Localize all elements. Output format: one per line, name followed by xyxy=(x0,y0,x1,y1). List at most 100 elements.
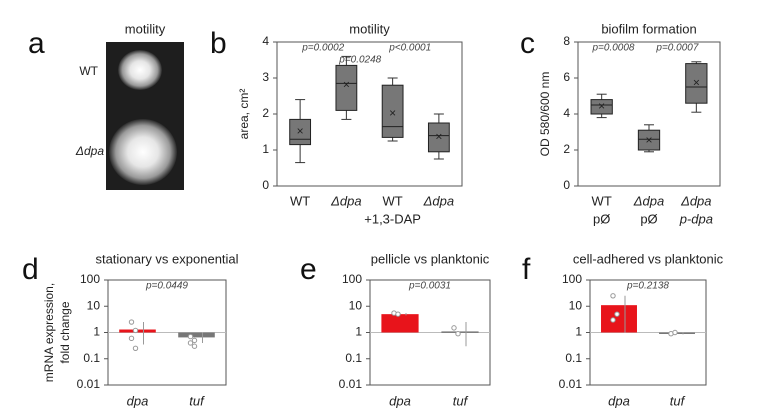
y-tick-label: 100 xyxy=(80,272,100,286)
data-point xyxy=(191,337,198,344)
data-point xyxy=(191,343,198,349)
data-point xyxy=(132,327,139,334)
colony xyxy=(109,119,177,185)
panel-letter: e xyxy=(300,253,317,286)
panel-letter: d xyxy=(22,253,39,286)
x-tick-label: Δdpa xyxy=(633,193,664,208)
x-tick-label: WT xyxy=(383,193,403,208)
data-point xyxy=(128,335,135,342)
bar xyxy=(178,332,215,338)
box xyxy=(590,99,613,115)
data-point xyxy=(614,311,620,317)
panel-letter: c xyxy=(520,27,535,60)
box xyxy=(381,84,404,138)
x-tick-label: tuf xyxy=(453,393,469,408)
x-tick-label: dpa xyxy=(389,393,411,408)
y-tick-label: 1 xyxy=(93,325,100,339)
y-axis-label: mRNA expression, xyxy=(42,283,56,382)
box xyxy=(685,63,708,104)
p-value: p=0.0031 xyxy=(408,281,451,292)
chart-title: stationary vs exponential xyxy=(95,251,238,266)
data-point xyxy=(128,319,135,325)
x-tick-label: +1,3-DAP xyxy=(364,211,421,226)
y-tick-label: 0.01 xyxy=(559,377,583,391)
y-tick-label: 4 xyxy=(563,106,570,120)
colony xyxy=(118,50,162,90)
panel-letter: a xyxy=(28,27,45,60)
panel-title: motility xyxy=(125,21,166,36)
y-tick-label: 8 xyxy=(563,34,570,48)
mean-marker: × xyxy=(389,106,396,120)
p-value: p=0.0449 xyxy=(145,281,188,292)
box xyxy=(427,122,450,153)
mean-marker: × xyxy=(693,76,700,90)
y-tick-label: 1 xyxy=(575,325,582,339)
p-value: p=0.0002 xyxy=(301,43,344,54)
data-point xyxy=(672,329,678,336)
y-tick-label: 0.1 xyxy=(345,351,362,365)
y-tick-label: 10 xyxy=(569,298,583,312)
chart-title: pellicle vs planktonic xyxy=(371,251,490,266)
bar xyxy=(381,314,419,333)
p-value: p=0.2138 xyxy=(626,281,669,292)
y-tick-label: 0 xyxy=(262,178,269,192)
mean-marker: × xyxy=(343,77,350,91)
x-tick-label: dpa xyxy=(127,393,149,408)
mean-marker: × xyxy=(598,99,605,113)
data-point xyxy=(610,317,616,323)
x-tick-label: pØ xyxy=(593,211,610,226)
y-tick-label: 100 xyxy=(342,272,362,286)
y-tick-label: 3 xyxy=(262,70,269,84)
y-tick-label: 2 xyxy=(563,142,570,156)
y-tick-label: 10 xyxy=(349,298,363,312)
y-tick-label: 100 xyxy=(562,272,582,286)
y-axis-label: fold change xyxy=(58,301,72,363)
x-tick-label: WT xyxy=(290,193,310,208)
data-point xyxy=(395,311,401,317)
y-tick-label: 6 xyxy=(563,70,570,84)
bar xyxy=(601,305,637,333)
y-tick-label: 0.01 xyxy=(339,377,363,391)
x-tick-label: dpa xyxy=(608,393,630,408)
y-axis-label: area, cm² xyxy=(237,89,251,140)
mean-marker: × xyxy=(435,130,442,144)
x-tick-label: Δdpa xyxy=(330,193,361,208)
data-point xyxy=(451,325,457,331)
y-tick-label: 0.01 xyxy=(77,377,101,391)
chart-title: motility xyxy=(349,21,390,36)
y-tick-label: 4 xyxy=(262,34,269,48)
y-tick-label: 1 xyxy=(262,142,269,156)
box xyxy=(637,129,661,151)
strain-label: Δdpa xyxy=(75,144,104,158)
mean-marker: × xyxy=(645,133,652,147)
x-tick-label: tuf xyxy=(189,393,205,408)
y-tick-label: 0 xyxy=(563,178,570,192)
y-tick-label: 1 xyxy=(355,325,362,339)
panel-letter: f xyxy=(522,253,531,286)
y-tick-label: 2 xyxy=(262,106,269,120)
panel-letter: b xyxy=(210,27,227,60)
data-point xyxy=(187,340,194,346)
y-tick-label: 0.1 xyxy=(565,351,582,365)
data-point xyxy=(455,331,461,337)
chart-title: cell-adhered vs planktonic xyxy=(573,251,724,266)
data-point xyxy=(187,333,194,340)
box xyxy=(289,118,312,146)
chart-title: biofilm formation xyxy=(601,21,696,36)
x-tick-label: Δdpa xyxy=(680,193,711,208)
x-tick-label: pØ xyxy=(640,211,657,226)
p-value: p=0.0007 xyxy=(655,43,698,54)
y-tick-label: 0.1 xyxy=(83,351,100,365)
y-axis-label: OD 580/600 nm xyxy=(538,72,552,157)
data-point xyxy=(132,345,139,352)
x-tick-label: tuf xyxy=(670,393,686,408)
y-tick-label: 10 xyxy=(87,298,101,312)
box xyxy=(335,64,358,111)
mean-marker: × xyxy=(297,124,304,138)
x-tick-label: p-dpa xyxy=(679,211,713,226)
p-value: p<0.0001 xyxy=(388,43,431,54)
p-value: p=0.0008 xyxy=(592,43,635,54)
strain-label: WT xyxy=(79,64,98,78)
x-tick-label: Δdpa xyxy=(423,193,454,208)
